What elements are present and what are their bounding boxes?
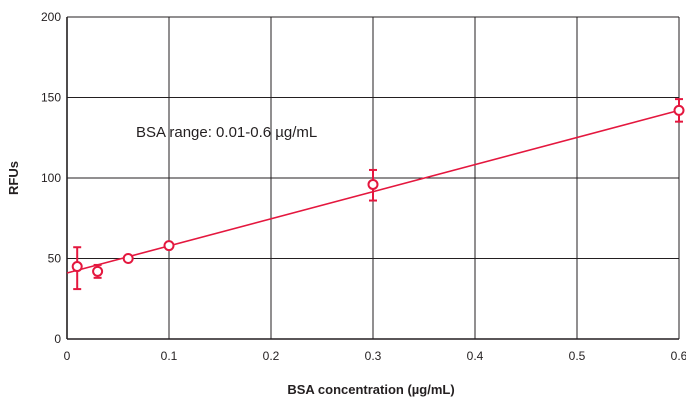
data-point <box>122 253 134 264</box>
data-point <box>92 265 104 277</box>
y-axis-title: RFUs <box>6 161 21 195</box>
x-tick-label: 0.6 <box>671 349 686 363</box>
y-tick-label: 0 <box>54 332 61 346</box>
y-tick-label: 100 <box>41 171 61 185</box>
x-tick-labels: 0 0.1 0.2 0.3 0.4 0.5 0.6 <box>64 349 686 363</box>
x-tick-label: 0.4 <box>467 349 484 363</box>
x-tick-label: 0.5 <box>569 349 586 363</box>
axes <box>66 17 679 340</box>
y-tick-label: 200 <box>41 10 61 24</box>
data-point <box>367 178 379 190</box>
x-axis-title: BSA concentration (µg/mL) <box>287 382 454 397</box>
data-point <box>673 104 685 116</box>
y-tick-label: 150 <box>41 91 61 105</box>
x-tick-label: 0 <box>64 349 71 363</box>
data-point <box>71 261 83 273</box>
grid <box>66 16 680 340</box>
x-tick-label: 0.3 <box>365 349 382 363</box>
y-tick-labels: 0 50 100 150 200 <box>41 10 61 346</box>
data-point <box>163 240 175 252</box>
y-tick-label: 50 <box>48 252 62 266</box>
range-annotation: BSA range: 0.01-0.6 µg/mL <box>136 124 317 141</box>
x-tick-label: 0.1 <box>161 349 178 363</box>
data-points <box>71 104 685 277</box>
x-tick-label: 0.2 <box>263 349 280 363</box>
